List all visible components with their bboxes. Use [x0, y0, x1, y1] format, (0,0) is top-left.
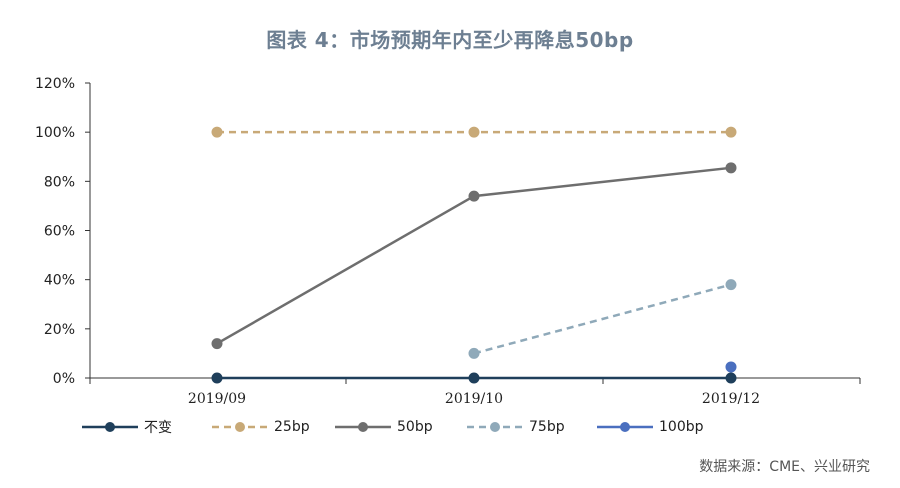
series-point-50bp [211, 338, 223, 350]
x-tick-label: 2019/09 [188, 391, 246, 407]
legend-label: 25bp [274, 419, 310, 435]
series-point-25bp [211, 126, 223, 138]
series-line-75bp [473, 283, 732, 355]
series-point-不变 [468, 372, 480, 384]
x-tick-label: 2019/12 [702, 391, 760, 407]
legend-label: 75bp [529, 419, 565, 435]
chart-legend: 不变 25bp 50bp 75bp 100bp [80, 415, 860, 439]
legend-item-100bp: 100bp [595, 415, 704, 439]
legend-swatch [597, 422, 653, 432]
series-point-不变 [211, 372, 223, 384]
legend-swatch [335, 422, 391, 432]
series-point-100bp [725, 361, 737, 373]
legend-swatch [212, 422, 268, 432]
legend-item-25bp: 25bp [210, 415, 310, 439]
y-tick-label: 100% [35, 125, 75, 141]
y-tick-label: 40% [44, 273, 75, 289]
series-point-75bp [725, 279, 737, 291]
y-tick-label: 20% [44, 322, 75, 338]
series-point-50bp [725, 162, 737, 174]
legend-swatch [467, 422, 523, 432]
series-point-50bp [468, 190, 480, 202]
legend-item-75bp: 75bp [465, 415, 565, 439]
legend-label: 不变 [144, 420, 172, 436]
series-point-25bp [468, 126, 480, 138]
y-tick-label: 0% [53, 371, 75, 387]
x-tick-label: 2019/10 [445, 391, 503, 407]
chart-title: 图表 4：市场预期年内至少再降息50bp [266, 28, 634, 52]
legend-label: 50bp [397, 419, 433, 435]
source-note: 数据来源：CME、兴业研究 [699, 459, 870, 475]
y-tick-label: 120% [35, 76, 75, 92]
legend-label: 100bp [659, 419, 704, 435]
y-tick-label: 80% [44, 174, 75, 190]
legend-item-50bp: 50bp [333, 415, 433, 439]
legend-item-不变: 不变 [80, 415, 172, 439]
series-point-不变 [725, 372, 737, 384]
series-point-25bp [725, 126, 737, 138]
series-point-75bp [468, 347, 480, 359]
legend-swatch [82, 422, 138, 432]
y-tick-label: 60% [44, 224, 75, 240]
